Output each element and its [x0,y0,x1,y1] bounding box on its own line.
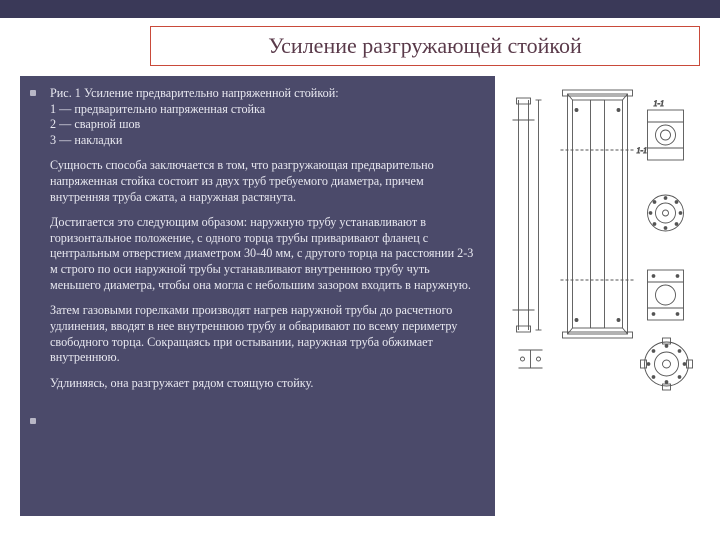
legend-item: 2 — сварной шов [50,117,140,131]
text-panel: Рис. 1 Усиление предварительно напряженн… [20,76,495,516]
body-paragraph: Затем газовыми горелками производят нагр… [50,303,481,365]
top-bar [0,0,720,18]
bullet-icon [30,90,36,96]
body-paragraph: Сущность способа заключается в том, что … [50,158,481,205]
page-title: Усиление разгружающей стойкой [165,33,685,59]
diagram-panel: 1-1 1-1 [505,76,700,516]
title-box: Усиление разгружающей стойкой [150,26,700,66]
caption-text: Рис. 1 Усиление предварительно напряженн… [50,86,339,100]
engineering-diagram: 1-1 1-1 [505,80,700,400]
figure-caption: Рис. 1 Усиление предварительно напряженн… [50,86,481,148]
svg-text:1-1: 1-1 [637,146,648,155]
bullet-icon [30,418,36,424]
content-columns: Рис. 1 Усиление предварительно напряженн… [0,76,720,516]
body-paragraph: Достигается это следующим образом: наруж… [50,215,481,293]
legend-item: 1 — предварительно напряженная стойка [50,102,265,116]
legend-item: 3 — накладки [50,133,122,147]
svg-text:1-1: 1-1 [654,99,665,108]
body-paragraph: Удлиняясь, она разгружает рядом стоящую … [50,376,481,392]
